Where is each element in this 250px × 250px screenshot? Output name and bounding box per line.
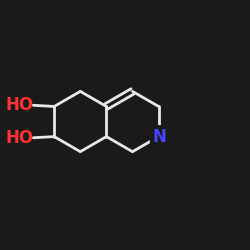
Text: N: N (152, 128, 166, 146)
Text: HO: HO (5, 96, 33, 114)
Text: HO: HO (5, 129, 33, 147)
